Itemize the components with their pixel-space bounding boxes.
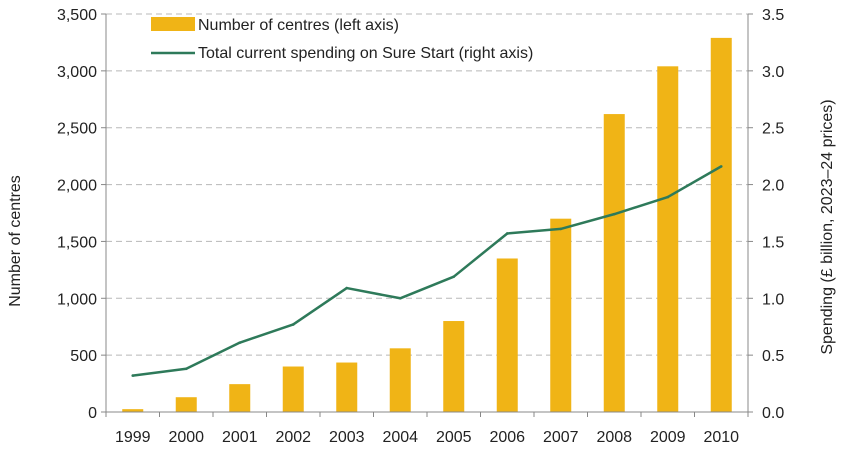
right-tick-label: 0.5 bbox=[762, 348, 784, 365]
line-point-2008 bbox=[612, 212, 616, 216]
line-point-2004 bbox=[398, 296, 402, 300]
legend-bar-swatch bbox=[151, 17, 195, 31]
gridlines bbox=[106, 13, 748, 356]
x-tick-label-1999: 1999 bbox=[115, 429, 151, 446]
right-tick-label: 2.0 bbox=[762, 178, 784, 195]
left-tick-label: 500 bbox=[70, 348, 97, 365]
line-point-2007 bbox=[559, 227, 563, 231]
x-tick-label-2008: 2008 bbox=[596, 429, 632, 446]
bar-2004 bbox=[389, 348, 411, 412]
left-tick-label: 2,500 bbox=[57, 121, 97, 138]
bar-1999 bbox=[122, 409, 144, 412]
right-tick-label: 3.5 bbox=[762, 7, 784, 24]
right-tick-label: 1.5 bbox=[762, 234, 784, 251]
axes bbox=[105, 14, 749, 413]
line-point-2001 bbox=[238, 341, 242, 344]
legend-bar-label: Number of centres (left axis) bbox=[198, 17, 399, 34]
x-tick-label-2006: 2006 bbox=[489, 429, 525, 446]
right-axis-title: Spending (£ billion, 2023–24 prices) bbox=[819, 99, 836, 354]
line-point-2002 bbox=[291, 323, 295, 326]
bar-2003 bbox=[336, 362, 358, 412]
right-tick-label: 3.0 bbox=[762, 64, 784, 81]
line-point-2000 bbox=[184, 367, 188, 371]
legend-line-label: Total current spending on Sure Start (ri… bbox=[198, 45, 533, 62]
left-axis-title: Number of centres bbox=[7, 175, 24, 307]
line-point-2005 bbox=[452, 275, 456, 278]
x-tick-label-2001: 2001 bbox=[222, 429, 258, 446]
x-tick-label-2003: 2003 bbox=[329, 429, 365, 446]
bar-2007 bbox=[550, 218, 572, 412]
bar-2006 bbox=[496, 258, 518, 412]
left-tick-label: 2,000 bbox=[57, 178, 97, 195]
x-tick-label-2005: 2005 bbox=[436, 429, 472, 446]
bar-2002 bbox=[282, 366, 304, 412]
right-tick-label: 0.0 bbox=[762, 405, 784, 422]
left-tick-label: 3,000 bbox=[57, 64, 97, 81]
line-point-2006 bbox=[505, 232, 509, 235]
bar-2000 bbox=[175, 397, 197, 412]
right-tick-label: 2.5 bbox=[762, 121, 784, 138]
left-tick-label: 0 bbox=[88, 405, 97, 422]
line-point-1999 bbox=[131, 374, 135, 377]
right-axis-ticks: 0.0 0.5 1.0 1.5 2.0 2.5 3.0 3.5 bbox=[748, 7, 784, 422]
x-tick-label-2007: 2007 bbox=[543, 429, 579, 446]
spending-line bbox=[132, 165, 722, 377]
left-tick-label: 3,500 bbox=[57, 7, 97, 24]
bar-2008 bbox=[603, 114, 625, 412]
bar-2005 bbox=[443, 321, 465, 412]
left-axis-ticks: 0 500 1,000 1,500 2,000 2,500 3,000 3,500 bbox=[57, 7, 106, 422]
line-point-2010 bbox=[719, 165, 723, 168]
bar-2009 bbox=[657, 66, 679, 413]
line-series bbox=[131, 165, 723, 377]
x-tick-label-2009: 2009 bbox=[650, 429, 686, 446]
x-tick-label-2004: 2004 bbox=[382, 429, 418, 446]
line-point-2009 bbox=[666, 195, 670, 199]
right-tick-label: 1.0 bbox=[762, 291, 784, 308]
bar-2010 bbox=[710, 37, 732, 412]
left-tick-label: 1,500 bbox=[57, 234, 97, 251]
left-tick-label: 1,000 bbox=[57, 291, 97, 308]
x-tick-label-2010: 2010 bbox=[703, 429, 739, 446]
x-axis-ticks: 1999 2000 2001 2002 2003 2004 2005 2006 2007 2008… bbox=[105, 412, 749, 446]
x-tick-label-2002: 2002 bbox=[275, 429, 311, 446]
line-point-2003 bbox=[345, 286, 349, 290]
bar-2001 bbox=[229, 384, 251, 412]
bar-series bbox=[122, 37, 732, 413]
x-tick-label-2000: 2000 bbox=[168, 429, 204, 446]
legend: Number of centres (left axis) Total curr… bbox=[151, 17, 533, 62]
